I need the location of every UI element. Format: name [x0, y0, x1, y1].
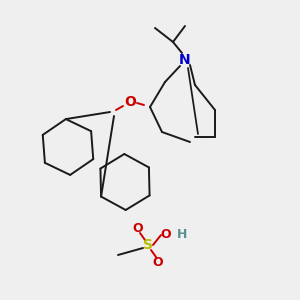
Text: H: H	[177, 229, 187, 242]
Text: O: O	[133, 221, 143, 235]
Text: O: O	[153, 256, 163, 268]
Text: O: O	[124, 95, 136, 109]
Text: N: N	[179, 53, 191, 67]
Text: S: S	[143, 238, 153, 252]
Text: O: O	[161, 229, 171, 242]
